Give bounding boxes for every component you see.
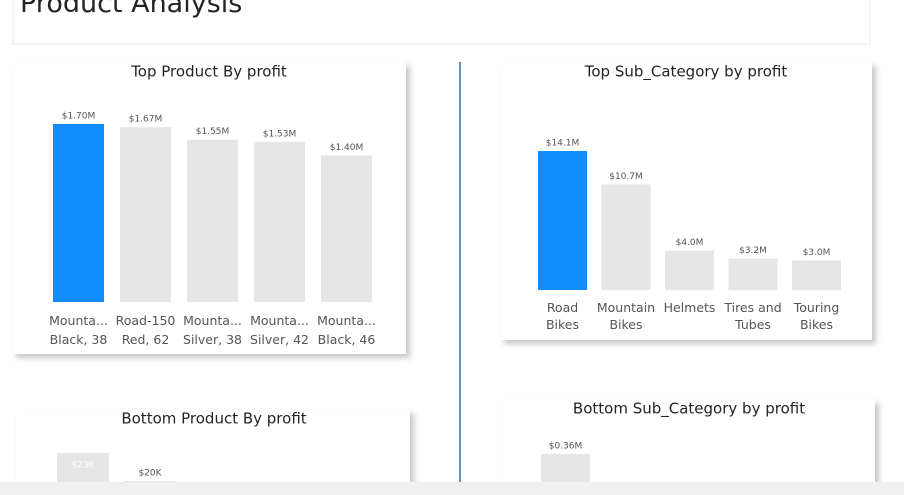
x-tick-label: Road-150 Red, 62	[116, 313, 176, 347]
header-box	[12, 0, 871, 45]
data-label: $4.0M	[676, 238, 704, 248]
bar	[538, 151, 587, 290]
charts: Top Product By profit $1.70M Mounta... Blac…	[12, 62, 875, 495]
x-tick-label: Road Bikes	[546, 300, 579, 332]
x-tick-label: Mounta... Black, 46	[317, 313, 376, 347]
bar	[601, 184, 651, 290]
data-label: $0.36M	[549, 442, 583, 452]
x-tick-label: Mountain Bikes	[597, 300, 655, 332]
bar	[792, 260, 841, 290]
x-tick-label: Touring Bikes	[793, 300, 840, 332]
data-label: $1.70M	[62, 112, 96, 122]
chart-title: Top Sub_Category by profit	[584, 63, 788, 82]
data-label: $20K	[138, 469, 162, 479]
data-label: $3.0M	[803, 248, 831, 258]
x-tick-label: Mounta... Silver, 42	[250, 313, 309, 347]
x-tick-label: Mounta... Black, 38	[49, 313, 108, 347]
data-label: $1.55M	[196, 127, 230, 137]
bar	[665, 250, 714, 290]
page-title: Product Analysis	[20, 0, 242, 19]
data-label: $1.40M	[330, 143, 364, 153]
data-label: $23K	[71, 461, 95, 471]
bottom-bar	[0, 482, 904, 495]
data-label: $3.2M	[739, 246, 767, 256]
data-label: $1.67M	[129, 115, 163, 125]
bar	[321, 155, 372, 302]
bar	[254, 141, 305, 302]
x-tick-label: Mounta... Silver, 38	[183, 313, 242, 347]
data-label: $1.53M	[263, 129, 297, 139]
bar	[187, 139, 238, 302]
data-label: $10.7M	[609, 172, 643, 182]
chart-title: Bottom Product By profit	[121, 410, 306, 428]
bar	[120, 127, 171, 302]
x-tick-label: Helmets	[664, 300, 716, 315]
data-label: $14.1M	[546, 139, 580, 149]
x-tick-label: Tires and Tubes	[723, 300, 781, 332]
chart-title: Bottom Sub_Category by profit	[573, 400, 805, 419]
bar	[53, 124, 104, 302]
bar	[728, 258, 778, 290]
chart-title: Top Product By profit	[130, 63, 287, 81]
